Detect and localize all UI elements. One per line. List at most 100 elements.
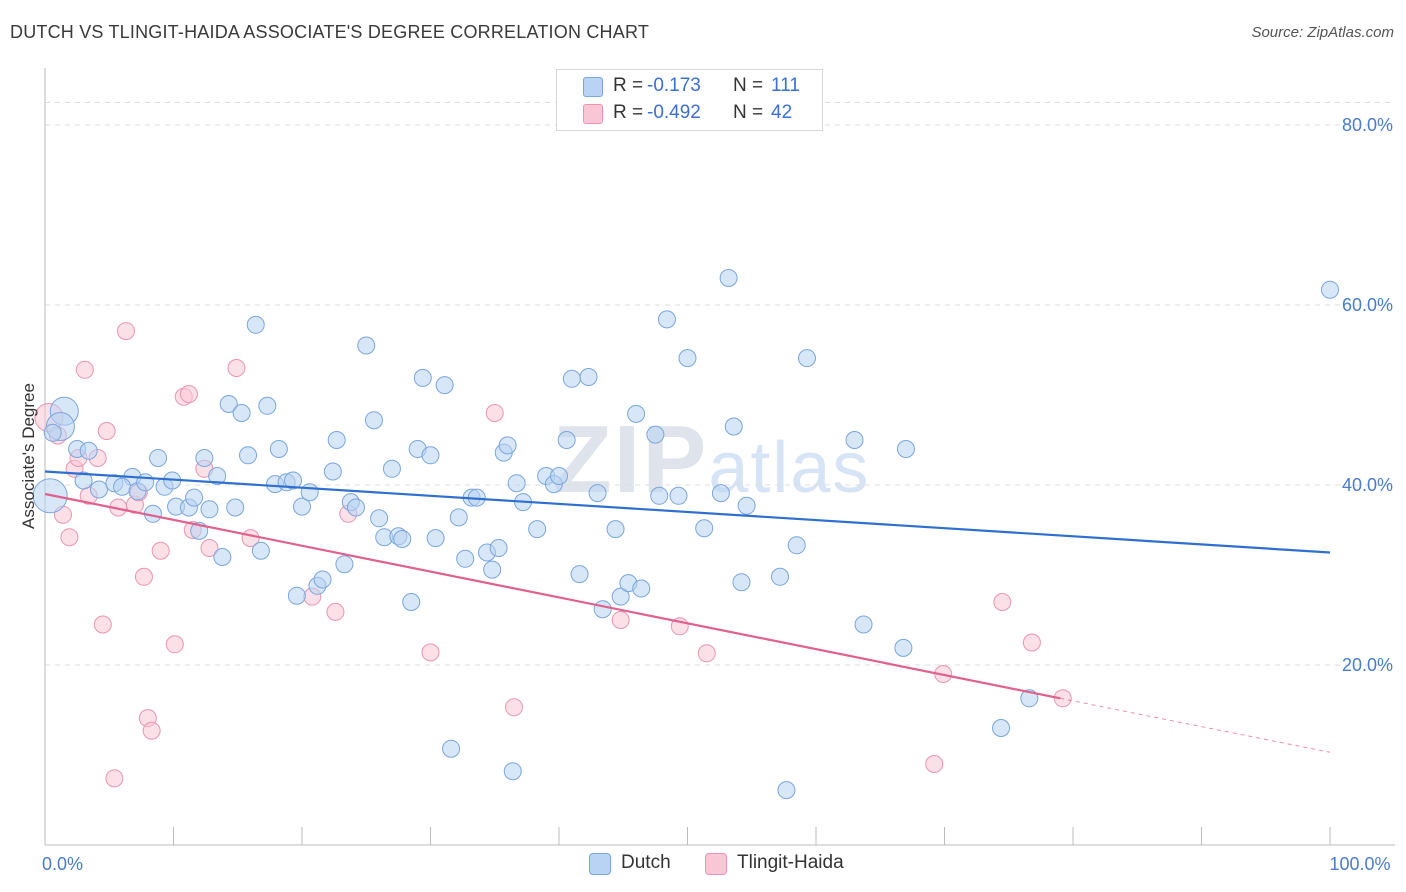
dutch-point (370, 509, 389, 528)
dutch-point (74, 471, 93, 490)
dutch-point (650, 486, 669, 505)
dutch-point (528, 520, 547, 539)
legend-r-label: R = (613, 75, 644, 96)
tlingit-haida-point (227, 359, 246, 377)
dutch-point (992, 719, 1011, 737)
tlingit-haida-point (97, 422, 116, 440)
dutch-point (896, 440, 915, 458)
dutch-point (426, 529, 445, 548)
dutch-point (646, 425, 665, 444)
tlingit-haida-swatch (583, 104, 603, 124)
legend-r-value: -0.492 (647, 102, 701, 123)
dutch-point (854, 615, 873, 634)
tlingit-haida-legend-label: Tlingit-Haida (737, 852, 844, 873)
dutch-point (669, 486, 688, 505)
y-tick-label: 80.0% (1342, 115, 1393, 135)
tlingit-haida-point (200, 539, 219, 557)
dutch-point (442, 739, 461, 758)
legend-r-label: R = (613, 102, 644, 123)
tlingit-haida-point (993, 593, 1012, 611)
tlingit-haida-point (165, 635, 184, 654)
tlingit-haida-point (60, 528, 79, 547)
dutch-swatch (583, 77, 603, 97)
dutch-point (382, 459, 401, 478)
tlingit-haida-point (326, 602, 345, 621)
dutch-point (845, 431, 864, 449)
tlingit-haida-point (1053, 689, 1072, 708)
axes (44, 68, 1395, 846)
dutch-point (449, 508, 468, 527)
dutch-point (239, 446, 258, 465)
dutch-point (737, 496, 756, 515)
source-label: Source: ZipAtlas.com (1251, 24, 1394, 41)
tlingit-haida-point (421, 643, 440, 662)
dutch-point (200, 500, 219, 519)
dutch-point (456, 549, 475, 568)
dutch-point (1321, 280, 1339, 299)
dutch-point (413, 368, 432, 387)
tlingit-haida-point (93, 615, 112, 634)
dutch-point (606, 520, 625, 539)
dutch-point (113, 477, 132, 496)
dutch-point (195, 449, 214, 467)
y-tick-label: 20.0% (1342, 655, 1393, 675)
legend-n-value: 42 (771, 102, 793, 123)
dutch-point (483, 560, 502, 579)
grid-lines (45, 102, 1395, 666)
tlingit-haida-point (134, 567, 153, 586)
tlingit-haida-point (697, 644, 716, 663)
tlingit-haida-point (179, 385, 198, 404)
dutch-point (678, 349, 697, 368)
tlingit-haida-trend-extension (1060, 697, 1331, 753)
dutch-trend-line (44, 470, 1331, 554)
dutch-point (246, 315, 265, 334)
dutch-point (711, 484, 730, 503)
dutch-point (550, 467, 568, 485)
legend-n-label: N = (733, 102, 764, 123)
dutch-point (894, 638, 913, 657)
dutch-point (335, 555, 354, 574)
tlingit-haida-trend-line (44, 492, 1061, 700)
dutch-point (284, 471, 303, 490)
dutch-point (421, 446, 440, 465)
dutch-point (732, 573, 751, 592)
dutch-point (149, 449, 168, 467)
dutch-point (557, 431, 576, 449)
tlingit-haida-point (116, 322, 135, 341)
correlation-legend: R = -0.173 N = 111 R = -0.492 N = 42 (556, 69, 823, 131)
tlingit-haida-point (1022, 633, 1041, 652)
dutch-point (346, 498, 365, 517)
dutch-point (79, 441, 98, 460)
watermark-atlas: atlas (708, 428, 871, 508)
tlingit-haida-point (925, 755, 944, 773)
dutch-point (293, 497, 311, 516)
x-tick-label: 0.0% (42, 854, 83, 874)
dutch-point (323, 462, 342, 481)
legend-n-value: 111 (771, 75, 800, 96)
dutch-point (251, 541, 270, 560)
dutch-point (232, 404, 251, 422)
tlingit-haida-point (75, 360, 94, 379)
legend-r-value: -0.173 (647, 75, 701, 96)
dutch-point (787, 536, 806, 555)
dutch-point (657, 310, 676, 329)
dutch-point (300, 483, 319, 502)
dutch-point (579, 368, 598, 386)
dutch-point (570, 565, 589, 584)
tlingit-haida-point (611, 611, 630, 629)
dutch-point (777, 781, 796, 800)
dutch-point (219, 395, 238, 413)
dutch-points (32, 269, 1339, 800)
dutch-point (208, 467, 227, 485)
dutch-point (724, 417, 743, 436)
dutch-point (611, 587, 630, 606)
dutch-point (393, 530, 412, 548)
dutch-point (357, 336, 376, 355)
dutch-point (89, 480, 108, 499)
dutch-legend-label: Dutch (621, 852, 671, 873)
dutch-point (364, 411, 383, 430)
tlingit-haida-point (105, 769, 124, 788)
dutch-point (771, 567, 790, 586)
tlingit-haida-point (485, 404, 504, 422)
